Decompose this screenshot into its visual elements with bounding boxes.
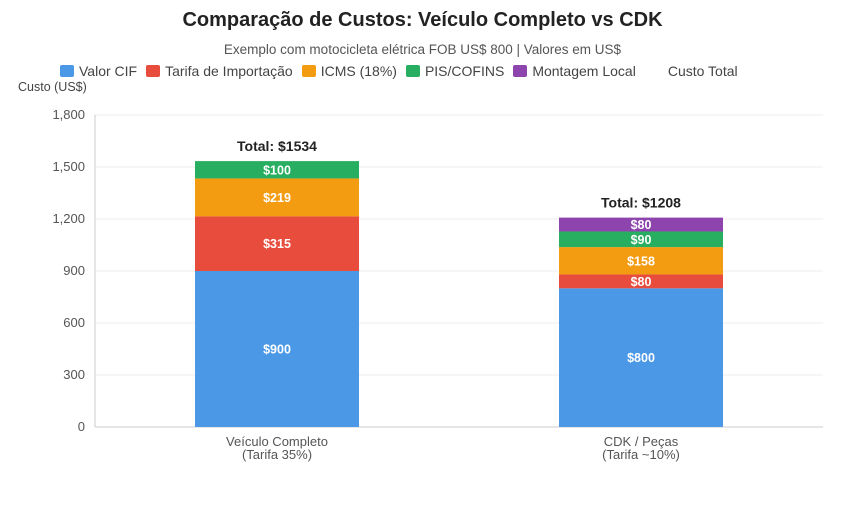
legend-item[interactable]: ICMS (18%) — [301, 63, 397, 79]
x-tick-label: (Tarifa ~10%) — [602, 447, 680, 462]
legend-swatch — [301, 65, 316, 77]
y-axis-label: Custo (US$) — [18, 80, 87, 94]
bar-segment-label: $80 — [631, 275, 652, 289]
legend-swatch — [146, 65, 161, 77]
bar-segment-label: $800 — [627, 351, 655, 365]
x-tick-label: (Tarifa 35%) — [242, 447, 312, 462]
bar-segment-label: $80 — [631, 218, 652, 232]
bar-segment — [559, 231, 723, 248]
bar-segment-label: $100 — [263, 163, 291, 177]
legend-label: Valor CIF — [79, 63, 138, 79]
legend-item-total[interactable]: Custo Total — [645, 63, 738, 79]
y-tick-label: 1,200 — [52, 211, 85, 226]
legend-item[interactable]: PIS/COFINS — [405, 63, 505, 79]
y-tick-label: 1,500 — [52, 159, 85, 174]
bar-segment — [559, 274, 723, 289]
bar-segment-label: $158 — [627, 254, 655, 268]
chart-subtitle: Exemplo com motocicleta elétrica FOB US$… — [223, 42, 622, 57]
bar-segment — [195, 216, 359, 271]
legend-label: ICMS (18%) — [320, 63, 397, 79]
bar-segment — [559, 247, 723, 275]
legend-label: PIS/COFINS — [424, 63, 505, 79]
y-tick-label: 600 — [63, 315, 85, 330]
legend: Valor CIF Tarifa de Importação ICMS (18%) P… — [60, 63, 747, 79]
y-tick-label: 300 — [63, 367, 85, 382]
chart-title: Comparação de Custos: Veículo Completo v… — [182, 9, 663, 31]
legend-label: Montagem Local — [532, 63, 636, 79]
y-tick-label: 900 — [63, 263, 85, 278]
bar-total-label: Total: $1208 — [601, 195, 681, 211]
legend-label: Tarifa de Importação — [165, 63, 293, 79]
bar-segment-label: $90 — [631, 233, 652, 247]
legend-swatch — [513, 65, 528, 77]
bar-segment — [195, 178, 359, 217]
legend-swatch — [405, 65, 420, 77]
bar-segment — [195, 271, 359, 427]
legend-label: Custo Total — [667, 63, 738, 79]
bar-segment — [559, 217, 723, 232]
y-tick-label: 0 — [78, 419, 85, 434]
bar-segment-label: $315 — [263, 237, 291, 251]
x-tick-label: Veículo Completo — [226, 434, 328, 449]
bar-segment — [559, 288, 723, 427]
legend-item[interactable]: Tarifa de Importação — [146, 63, 293, 79]
legend-item[interactable]: Valor CIF — [60, 63, 137, 79]
y-tick-label: 1,800 — [52, 107, 85, 122]
bar-segment — [195, 161, 359, 179]
bar-segment-label: $900 — [263, 343, 291, 357]
x-tick-label: CDK / Peças — [604, 434, 679, 449]
bar-segment-label: $219 — [263, 191, 291, 205]
legend-item[interactable]: Montagem Local — [513, 63, 636, 79]
bar-total-label: Total: $1534 — [237, 138, 317, 154]
legend-swatch — [60, 65, 74, 77]
